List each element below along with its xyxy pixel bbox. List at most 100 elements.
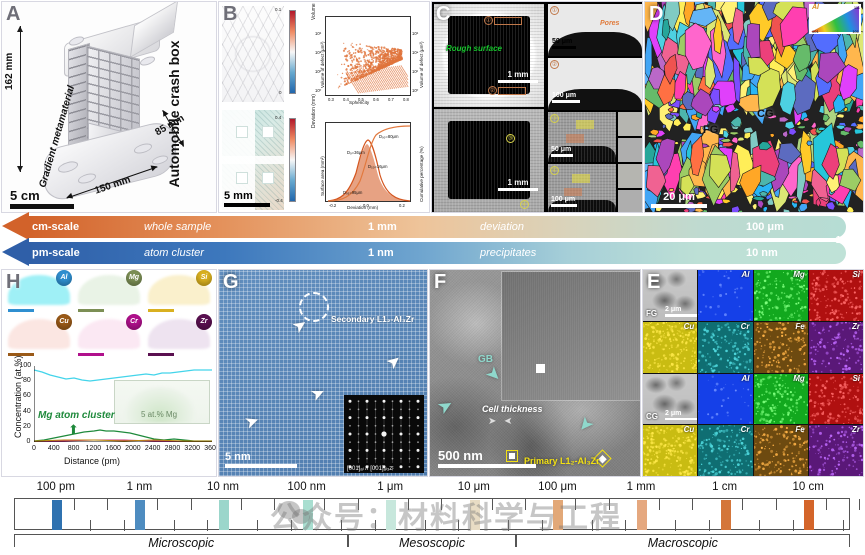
- ruler-minor-tick: [742, 499, 744, 510]
- eds-cell-mg-0: Mg: [753, 270, 808, 321]
- eds-cell-zr-3: Zr: [808, 425, 863, 476]
- scatter-xtick-1: 0.4: [343, 97, 349, 102]
- ruler-minor-tick: [775, 499, 777, 510]
- panel-b-scalebar-text: 5 mm: [224, 190, 253, 202]
- h-ytick-4: 80: [23, 377, 31, 385]
- apt-mg-inset-blob: [125, 387, 195, 423]
- ipf-corner-001: 001: [812, 29, 819, 34]
- zoom-roi-1: Pores ① 50 μm: [548, 4, 642, 56]
- apt-tip-cu: Cu: [6, 314, 72, 357]
- coarse-grain-label: CG: [757, 108, 774, 120]
- zoom-roi-3-marker: ③: [550, 114, 559, 123]
- deviation-colorbar-max: 0.4: [275, 115, 282, 120]
- apt-tip-zr: Zr: [146, 314, 212, 357]
- ruler-minor-tick: [458, 520, 460, 531]
- eds-scalebar-fg: 2 μm: [665, 306, 698, 317]
- saed-diffraction-inset: [001]ₐₗ // [001]ₐₗ₃ᴢᵣ: [344, 395, 424, 473]
- volume-colorbar-max: 0.1: [275, 7, 282, 12]
- length-scale-ruler: 100 pm 1 nm 10 nm 100 nm 1 μm 10 μm 100 μm 1 mm…: [0, 479, 865, 555]
- scatter-xtick-4: 0.7: [388, 97, 394, 102]
- bottom-feature-0: atom cluster: [144, 247, 204, 259]
- bottom-mark-1: 10 nm: [746, 247, 778, 259]
- apt-badge-si: Si: [196, 270, 212, 286]
- h-xlabel: Distance (pm): [63, 456, 121, 466]
- ruler-bar: [14, 498, 861, 531]
- dist-xtick-0: -0.2: [329, 203, 337, 208]
- regime-label-0: Microscopic: [148, 536, 215, 550]
- dist-xlabel: Deviation (mm): [347, 205, 379, 210]
- scatter-ytick-l-0: 10⁰: [315, 88, 322, 93]
- roi-marker-2: ②: [488, 86, 497, 95]
- roi-box-1: [494, 17, 522, 25]
- ct-bottom-scalebar-text: 1 mm: [507, 178, 529, 187]
- ruler-minor-tick: [491, 499, 493, 510]
- ebsd-ipf-svg: [645, 2, 863, 212]
- dist-ylabel-left: Surface area (mm²): [320, 156, 325, 196]
- concentration-profile-plot: [33, 366, 212, 443]
- ruler-minor-tick: [575, 499, 577, 510]
- eds-cell-zr-1: Zr: [808, 321, 863, 373]
- eds-cell-si-0: Si: [808, 270, 863, 321]
- primary-marker-square-core: [509, 453, 515, 459]
- ruler-minor-tick: [240, 499, 242, 510]
- primary-phase-label: Primary L1₂-Al₃Zr: [524, 456, 600, 466]
- eds-signal-fe-1: [753, 321, 808, 373]
- eds-signal-cu-1: [643, 321, 698, 373]
- ruler-minor-tick: [341, 520, 342, 531]
- ipf-legend-triangle: Al 001 101 111: [809, 4, 861, 34]
- ruler-label-8: 1 cm: [712, 481, 738, 493]
- eds-signal-fe-3: [753, 425, 808, 476]
- panel-b-scalebar-line: [224, 203, 270, 207]
- ruler-label-9: 10 cm: [792, 481, 824, 493]
- ruler-label-5: 10 μm: [457, 481, 490, 493]
- ruler-minor-tick: [859, 499, 861, 510]
- ruler-band-5: [469, 500, 480, 530]
- deviation-colorbar-title: Deviation (mm): [311, 94, 317, 128]
- ruler-label-3: 100 nm: [287, 481, 326, 493]
- eds-element-label-cu-3: Cu: [683, 425, 695, 435]
- apt-legend-line-si: [148, 308, 174, 312]
- ruler-label-2: 10 nm: [207, 481, 239, 493]
- top-mark-1: 100 μm: [746, 221, 784, 233]
- top-scale-arrow: cm-scale whole sample 1 mm deviation 100…: [28, 216, 865, 238]
- regime-brace-2: [515, 534, 850, 547]
- dist-annot-d50: D₅₀=16μm: [368, 164, 388, 169]
- distribution-svg: [327, 125, 411, 202]
- ruler-band-8: [720, 500, 731, 530]
- eds-cell-cu-3: Cu: [643, 425, 698, 476]
- panel-f-scalebar-line: [438, 464, 536, 468]
- eds-element-label-al-2: Al: [741, 373, 750, 383]
- dist-ylabel-right: Cumulative percentage (%): [419, 146, 424, 202]
- zoom-roi-4-box-a: [572, 174, 590, 183]
- eds-element-label-mg-0: Mg: [793, 270, 805, 279]
- si-concentration-curve: [33, 439, 212, 442]
- panel-g-scalebar-line: [225, 464, 297, 468]
- h-xtick-8: 3200: [184, 445, 201, 452]
- dev-square-4: [262, 172, 274, 184]
- eds-cell-cr-1: Cr: [698, 321, 753, 373]
- ruler-band-3: [302, 500, 313, 530]
- defect-scatter-plot: [325, 16, 411, 96]
- apt-badge-al: Al: [56, 270, 72, 286]
- cdf-curve: [327, 125, 411, 202]
- panel-h-label: H: [6, 271, 21, 293]
- ruler-minor-tick: [675, 520, 677, 531]
- apt-badge-mg: Mg: [126, 270, 142, 286]
- zoom-roi-4-detail-a: [618, 164, 642, 188]
- panel-a-scalebar-text: 5 cm: [10, 188, 40, 203]
- zoom-roi-3-box-a: [576, 120, 594, 129]
- ruler-minor-tick: [73, 499, 75, 510]
- eds-element-label-fe-1: Fe: [795, 321, 805, 331]
- apt-legend-line-zr: [148, 352, 174, 356]
- deviation-colorbar: [289, 118, 296, 202]
- dist-annot-d95: D₉₅=95μm: [343, 190, 363, 195]
- h-xtick-6: 2400: [144, 445, 161, 452]
- primary-marker-square: [506, 450, 518, 462]
- dev-square-3: [236, 172, 248, 184]
- ruler-minor-tick: [357, 499, 359, 510]
- panel-c-label: C: [436, 3, 451, 25]
- watermark-text: 公众号：材料科学与工程: [270, 502, 622, 535]
- top-feature-0: whole sample: [144, 221, 212, 233]
- ct-bottom-scalebar: 1 mm: [498, 178, 538, 191]
- ruler-minor-tick: [107, 499, 108, 510]
